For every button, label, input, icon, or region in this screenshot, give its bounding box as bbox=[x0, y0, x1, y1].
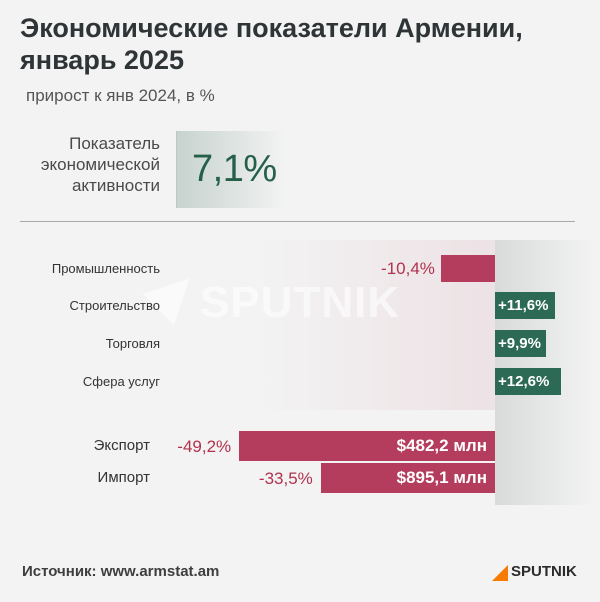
bar-with-data-label: +9,9% bbox=[495, 330, 547, 357]
kpi-highlight bbox=[176, 131, 286, 208]
kpi-label: Показатель экономической активности bbox=[40, 134, 160, 195]
source-note: Источник: www.armstat.am bbox=[22, 563, 220, 580]
page-subtitle: прирост к янв 2024, в % bbox=[26, 86, 215, 105]
watermark: SPUTNIK bbox=[200, 278, 401, 327]
bar-with-data-label: +12,6% bbox=[495, 368, 561, 395]
bar-with-data-label: +11,6% bbox=[495, 292, 556, 319]
sputnik-logo: SPUTNIK bbox=[492, 563, 582, 583]
sputnik-logo-text: SPUTNIK bbox=[511, 563, 577, 580]
category-label: Строительство bbox=[69, 298, 160, 313]
trade-bar: $482,2 млн bbox=[239, 431, 495, 461]
trade-change-label: -33,5% bbox=[258, 469, 313, 488]
category-label: Торговля bbox=[105, 336, 160, 351]
category-label: Промышленность bbox=[51, 261, 160, 276]
page-title: Экономические показатели Армении, январь… bbox=[20, 13, 523, 75]
kpi-value: 7,1% bbox=[192, 148, 277, 190]
trade-change-label: -49,2% bbox=[177, 437, 232, 456]
kpi-rule bbox=[176, 131, 177, 208]
trade-label: Экспорт bbox=[93, 437, 150, 454]
bar bbox=[440, 255, 495, 282]
trade-bar: $895,1 млн bbox=[320, 463, 495, 493]
sputnik-logo-icon bbox=[492, 565, 508, 581]
section-divider bbox=[20, 221, 575, 222]
category-label: Сфера услуг bbox=[82, 374, 160, 389]
trade-label: Импорт bbox=[97, 469, 150, 486]
data-label: -10,4% bbox=[381, 259, 435, 278]
